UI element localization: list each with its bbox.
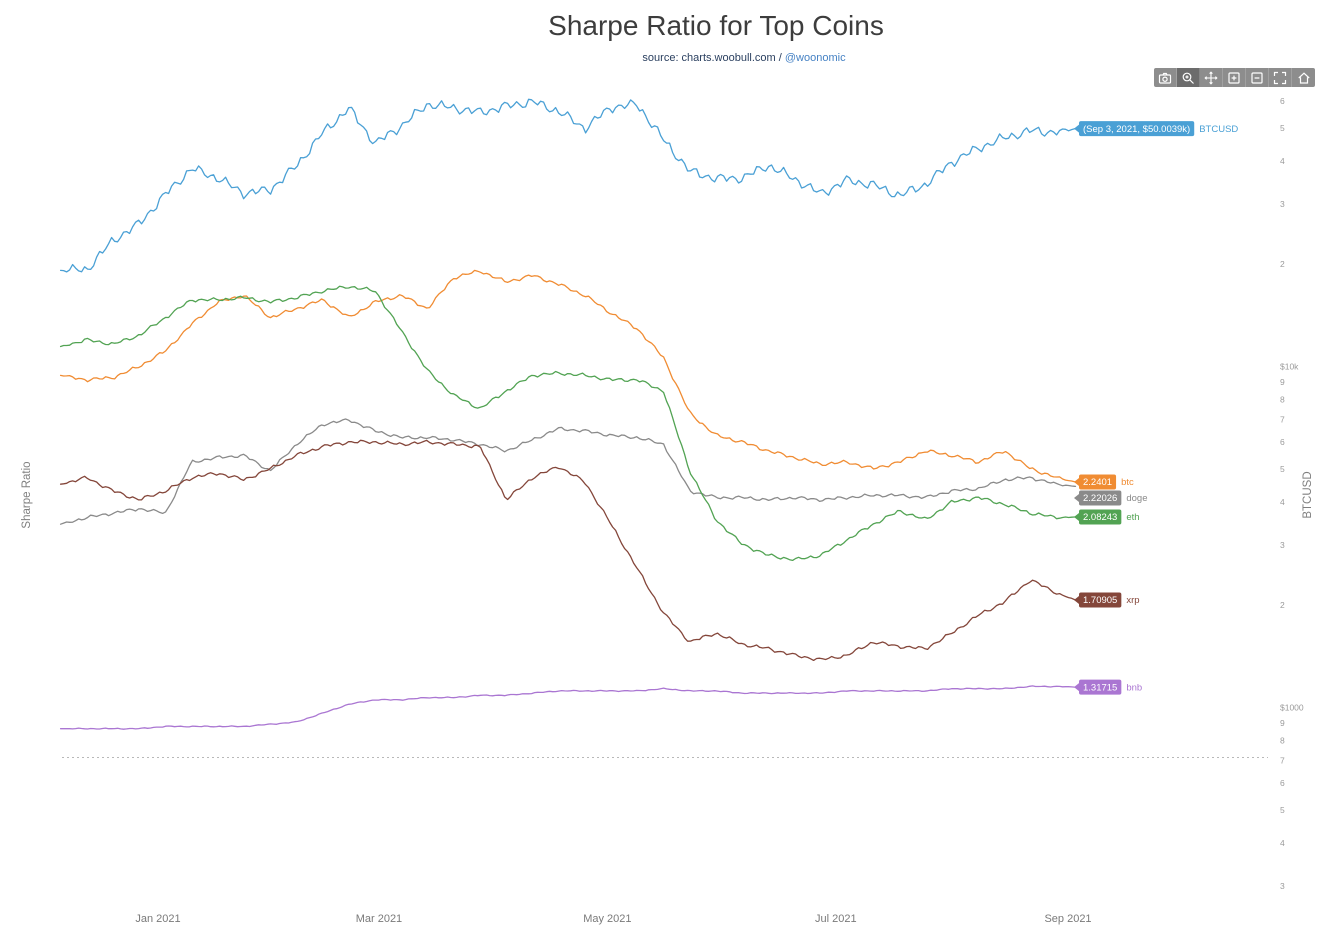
x-axis-tick: Sep 2021 bbox=[1044, 913, 1091, 925]
zoom-button[interactable] bbox=[1177, 68, 1200, 87]
left-axis-title: Sharpe Ratio bbox=[21, 461, 33, 528]
right-axis-tick: $10k bbox=[1280, 362, 1299, 372]
zoom-out-button[interactable] bbox=[1246, 68, 1269, 87]
right-axis-tick: 5 bbox=[1280, 464, 1285, 474]
autoscale-icon bbox=[1273, 71, 1287, 84]
right-axis-tick: 2 bbox=[1280, 600, 1285, 610]
right-axis-tick: 4 bbox=[1280, 497, 1285, 507]
svg-text:bnb: bnb bbox=[1126, 682, 1142, 693]
right-axis-tick: 6 bbox=[1280, 437, 1285, 447]
series-line-btc bbox=[59, 269, 1077, 483]
svg-text:1.31715: 1.31715 bbox=[1083, 682, 1117, 693]
right-axis-tick: 7 bbox=[1280, 755, 1285, 765]
svg-text:1.70905: 1.70905 bbox=[1083, 595, 1117, 606]
x-axis-tick: Mar 2021 bbox=[356, 913, 402, 925]
x-axis-tick: Jan 2021 bbox=[135, 913, 180, 925]
x-axis-tick: May 2021 bbox=[583, 913, 631, 925]
chart-title: Sharpe Ratio for Top Coins bbox=[548, 10, 884, 41]
series-line-bnb bbox=[59, 685, 1077, 730]
right-axis-tick: 5 bbox=[1280, 805, 1285, 815]
end-label-doge: 2.22026 doge bbox=[1074, 490, 1147, 506]
series-line-eth bbox=[59, 285, 1077, 562]
subtitle-source-text: source: charts.woobull.com / bbox=[642, 52, 785, 64]
right-axis-tick: 6 bbox=[1280, 96, 1285, 106]
woonomic-link[interactable]: @woonomic bbox=[784, 52, 846, 64]
right-axis-tick: 8 bbox=[1280, 395, 1285, 405]
svg-text:2.22026: 2.22026 bbox=[1083, 493, 1117, 504]
x-axis-tick: Jul 2021 bbox=[815, 913, 857, 925]
right-axis-tick: 8 bbox=[1280, 736, 1285, 746]
zoom-in-button[interactable] bbox=[1223, 68, 1246, 87]
right-axis-tick: 3 bbox=[1280, 199, 1285, 209]
svg-text:eth: eth bbox=[1126, 512, 1139, 523]
autoscale-button[interactable] bbox=[1269, 68, 1292, 87]
zoom-icon bbox=[1182, 72, 1194, 84]
svg-text:btc: btc bbox=[1121, 477, 1134, 488]
svg-text:(Sep 3, 2021, $50.0039k): (Sep 3, 2021, $50.0039k) bbox=[1083, 124, 1190, 135]
svg-text:doge: doge bbox=[1126, 493, 1147, 504]
right-axis-tick: 9 bbox=[1280, 377, 1285, 387]
right-axis-tick: 5 bbox=[1280, 123, 1285, 133]
end-label-eth: 2.08243 eth bbox=[1074, 509, 1140, 525]
end-label-bnb: 1.31715 bnb bbox=[1074, 679, 1142, 695]
right-axis-tick: 2 bbox=[1280, 259, 1285, 269]
zoom-in-icon bbox=[1228, 71, 1240, 84]
plotly-modebar bbox=[1154, 68, 1315, 87]
svg-text:xrp: xrp bbox=[1126, 595, 1139, 606]
right-axis-tick: 3 bbox=[1280, 881, 1285, 891]
end-label-btc: 2.2401 btc bbox=[1074, 474, 1134, 490]
series-line-doge bbox=[59, 418, 1077, 525]
zoom-out-icon bbox=[1251, 71, 1263, 84]
right-axis-tick: 9 bbox=[1280, 718, 1285, 728]
right-axis-title: BTCUSD bbox=[1302, 471, 1314, 518]
right-axis-tick: 7 bbox=[1280, 414, 1285, 424]
camera-icon bbox=[1158, 72, 1172, 84]
pan-button[interactable] bbox=[1200, 68, 1223, 87]
home-icon bbox=[1297, 71, 1310, 84]
camera-button[interactable] bbox=[1154, 68, 1177, 87]
right-axis-tick: 4 bbox=[1280, 156, 1285, 166]
pan-icon bbox=[1204, 70, 1218, 85]
right-axis-tick: 4 bbox=[1280, 838, 1285, 848]
chart-subtitle: source: charts.woobull.com / @woonomic bbox=[642, 52, 845, 64]
svg-text:2.08243: 2.08243 bbox=[1083, 512, 1117, 523]
svg-text:BTCUSD: BTCUSD bbox=[1199, 124, 1238, 135]
end-label-xrp: 1.70905 xrp bbox=[1074, 592, 1140, 608]
svg-text:2.2401: 2.2401 bbox=[1083, 477, 1112, 488]
series-line-BTCUSD bbox=[59, 98, 1077, 273]
right-axis-tick: $1000 bbox=[1280, 703, 1304, 713]
series-line-xrp bbox=[59, 439, 1077, 662]
end-label-BTCUSD: (Sep 3, 2021, $50.0039k) BTCUSD bbox=[1074, 121, 1238, 137]
right-axis-tick: 6 bbox=[1280, 778, 1285, 788]
right-axis-tick: 3 bbox=[1280, 540, 1285, 550]
home-button[interactable] bbox=[1292, 68, 1315, 87]
